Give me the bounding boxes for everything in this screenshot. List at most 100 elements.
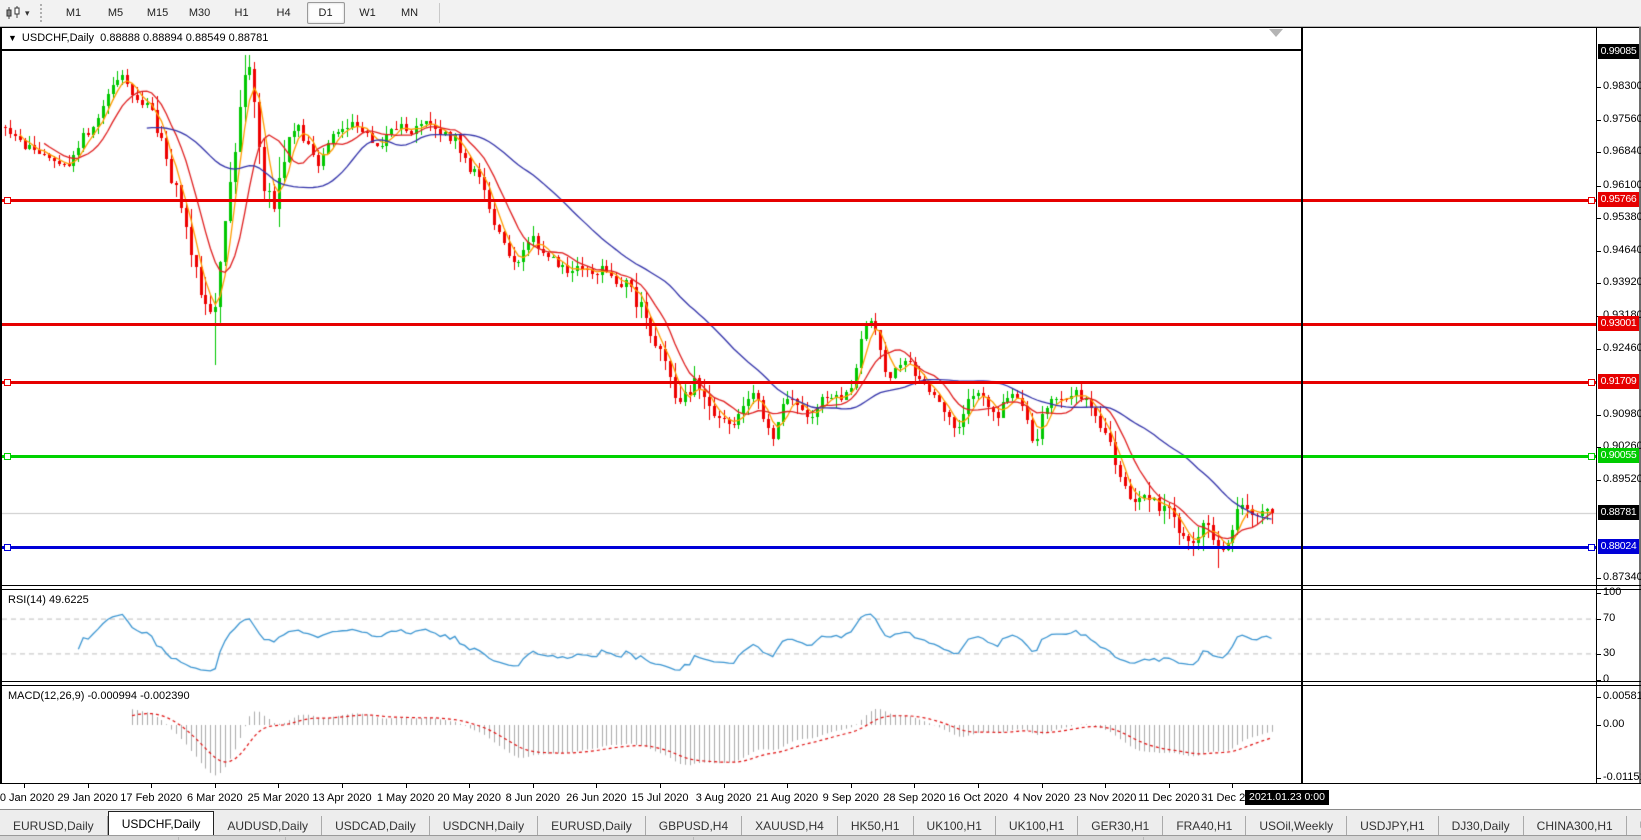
time-axis-label: 9 Sep 2020	[822, 792, 879, 804]
rsi-axis-tick	[1596, 654, 1601, 655]
price-axis-tick	[1596, 578, 1601, 579]
pane-divider[interactable]	[0, 685, 1641, 686]
price-axis-label: 0.92460	[1603, 342, 1641, 354]
chart-frame-top	[0, 27, 1641, 28]
time-axis-tick	[850, 784, 852, 788]
pane-divider[interactable]	[0, 589, 1641, 590]
macd-indicator-canvas[interactable]	[2, 686, 1596, 783]
chart-tab-uk100-h1[interactable]: UK100,H1	[996, 816, 1079, 836]
line-handle-marker[interactable]	[4, 197, 11, 204]
chart-tab-china300-h1[interactable]: CHINA300,H1	[1524, 816, 1627, 836]
time-axis-label: 10 Jan 2020	[0, 792, 55, 804]
chart-tab-usoil-[interactable]: USOil,	[1627, 816, 1641, 836]
line-handle-marker[interactable]	[1588, 379, 1595, 386]
time-axis-tick	[151, 784, 153, 788]
rsi-indicator-canvas[interactable]	[2, 590, 1596, 681]
line-handle-marker[interactable]	[1588, 544, 1595, 551]
line-handle-marker[interactable]	[1588, 197, 1595, 204]
horizontal-level-line[interactable]	[2, 455, 1596, 458]
chart-tab-usdjpy-h1[interactable]: USDJPY,H1	[1347, 816, 1439, 836]
chart-frame-right	[1639, 27, 1641, 808]
time-axis-label: 16 Oct 2020	[948, 792, 1008, 804]
time-axis-tick	[87, 784, 89, 788]
price-level-label: 0.93001	[1598, 316, 1639, 331]
toolbar-grip[interactable]	[39, 4, 47, 22]
time-axis-tick	[278, 784, 280, 788]
chart-tab-audusd-daily[interactable]: AUDUSD,Daily	[214, 816, 323, 836]
timeframe-button-h1[interactable]: H1	[234, 7, 249, 19]
pane-divider[interactable]	[0, 681, 1641, 682]
status-separator	[285, 837, 286, 840]
price-chart-canvas[interactable]	[2, 28, 1596, 585]
status-separator	[178, 837, 179, 840]
time-axis-label: 23 Nov 2020	[1073, 792, 1137, 804]
line-handle-marker[interactable]	[1588, 453, 1595, 460]
timeframe-button-m1[interactable]: M1	[65, 7, 82, 19]
price-axis-border	[1596, 27, 1597, 783]
timeframe-button-h4[interactable]: H4	[276, 7, 291, 19]
time-axis-tick	[787, 784, 789, 788]
timeframe-button-m15[interactable]: M15	[146, 7, 169, 19]
chart-tab-gbpusd-h4[interactable]: GBPUSD,H4	[646, 816, 743, 836]
chart-frame-bottom	[0, 783, 1641, 784]
price-level-label: 0.90055	[1598, 448, 1639, 463]
chart-tab-xauusd-h4[interactable]: XAUUSD,H4	[742, 816, 838, 836]
time-axis-label: 4 Nov 2020	[1013, 792, 1070, 804]
chart-tabs-bar: EURUSD,Daily USDCHF,Daily AUDUSD,Daily USDC…	[0, 809, 1641, 836]
chart-tab-usdcnh-daily[interactable]: USDCNH,Daily	[430, 816, 539, 836]
time-axis-tick	[1168, 784, 1170, 788]
chart-tab-hk50-h1[interactable]: HK50,H1	[838, 816, 914, 836]
time-axis-tick	[1105, 784, 1107, 788]
chart-tab-eurusd-daily[interactable]: EURUSD,Daily	[538, 816, 646, 836]
time-axis-label: 26 Jun 2020	[566, 792, 627, 804]
horizontal-level-line[interactable]	[2, 323, 1596, 326]
status-strip	[0, 835, 1641, 840]
horizontal-level-line[interactable]	[2, 546, 1596, 549]
price-axis-tick	[1596, 415, 1601, 416]
price-axis-tick	[1596, 480, 1601, 481]
macd-signal-value: -0.002390	[140, 690, 190, 702]
price-axis-tick	[1596, 283, 1601, 284]
chart-type-dropdown-icon[interactable]: ▾	[25, 7, 30, 18]
pane-divider[interactable]	[0, 585, 1641, 586]
time-axis-tick	[532, 784, 534, 788]
chart-tab-usdcad-daily[interactable]: USDCAD,Daily	[322, 816, 430, 836]
timeframe-buttons: M1 M5 M15 M30 H1 H4 D1 W1 MN	[53, 2, 431, 24]
horizontal-level-line[interactable]	[2, 381, 1596, 384]
status-separator	[1143, 837, 1144, 840]
line-handle-marker[interactable]	[4, 544, 11, 551]
chart-tab-ger30-h1[interactable]: GER30,H1	[1078, 816, 1164, 836]
chart-type-icon[interactable]	[4, 4, 24, 22]
timeframe-button-m30[interactable]: M30	[188, 7, 211, 19]
timeframe-button-m5[interactable]: M5	[107, 7, 124, 19]
chart-tab-usdchf-daily[interactable]: USDCHF,Daily	[107, 811, 215, 836]
price-axis-tick	[1596, 218, 1601, 219]
price-axis-label: 0.96840	[1603, 145, 1641, 157]
timeframe-button-d1[interactable]: D1	[306, 2, 345, 24]
time-axis-label: 15 Jul 2020	[631, 792, 689, 804]
chart-tab-dj30-daily[interactable]: DJ30,Daily	[1439, 816, 1524, 836]
chart-tab-uk100-h1[interactable]: UK100,H1	[914, 816, 996, 836]
horizontal-level-line[interactable]	[2, 199, 1596, 202]
line-handle-marker[interactable]	[4, 453, 11, 460]
timeframe-button-mn[interactable]: MN	[400, 7, 419, 19]
chart-tab-eurusd-daily[interactable]: EURUSD,Daily	[0, 816, 108, 836]
chart-tab-usoil-weekly[interactable]: USOil,Weekly	[1246, 816, 1348, 836]
timeframe-button-w1[interactable]: W1	[359, 7, 376, 19]
line-handle-marker[interactable]	[4, 379, 11, 386]
scroll-to-end-icon[interactable]	[1269, 29, 1283, 37]
collapse-icon[interactable]: ▼	[8, 33, 17, 43]
horizontal-level-line[interactable]	[2, 49, 1301, 51]
vertical-cursor-line[interactable]	[1301, 27, 1303, 783]
macd-axis-label: 0.00	[1603, 718, 1625, 730]
time-axis-tick	[1232, 784, 1234, 788]
price-axis-tick	[1596, 251, 1601, 252]
chart-tab-fra40-h1[interactable]: FRA40,H1	[1163, 816, 1247, 836]
chart-title: ▼ USDCHF,Daily 0.88888 0.88894 0.88549 0.…	[8, 32, 268, 44]
price-axis-label: 0.98300	[1603, 80, 1641, 92]
time-axis-tick	[342, 784, 343, 788]
price-level-label: 0.88024	[1598, 539, 1639, 554]
price-axis-tick	[1596, 447, 1601, 448]
